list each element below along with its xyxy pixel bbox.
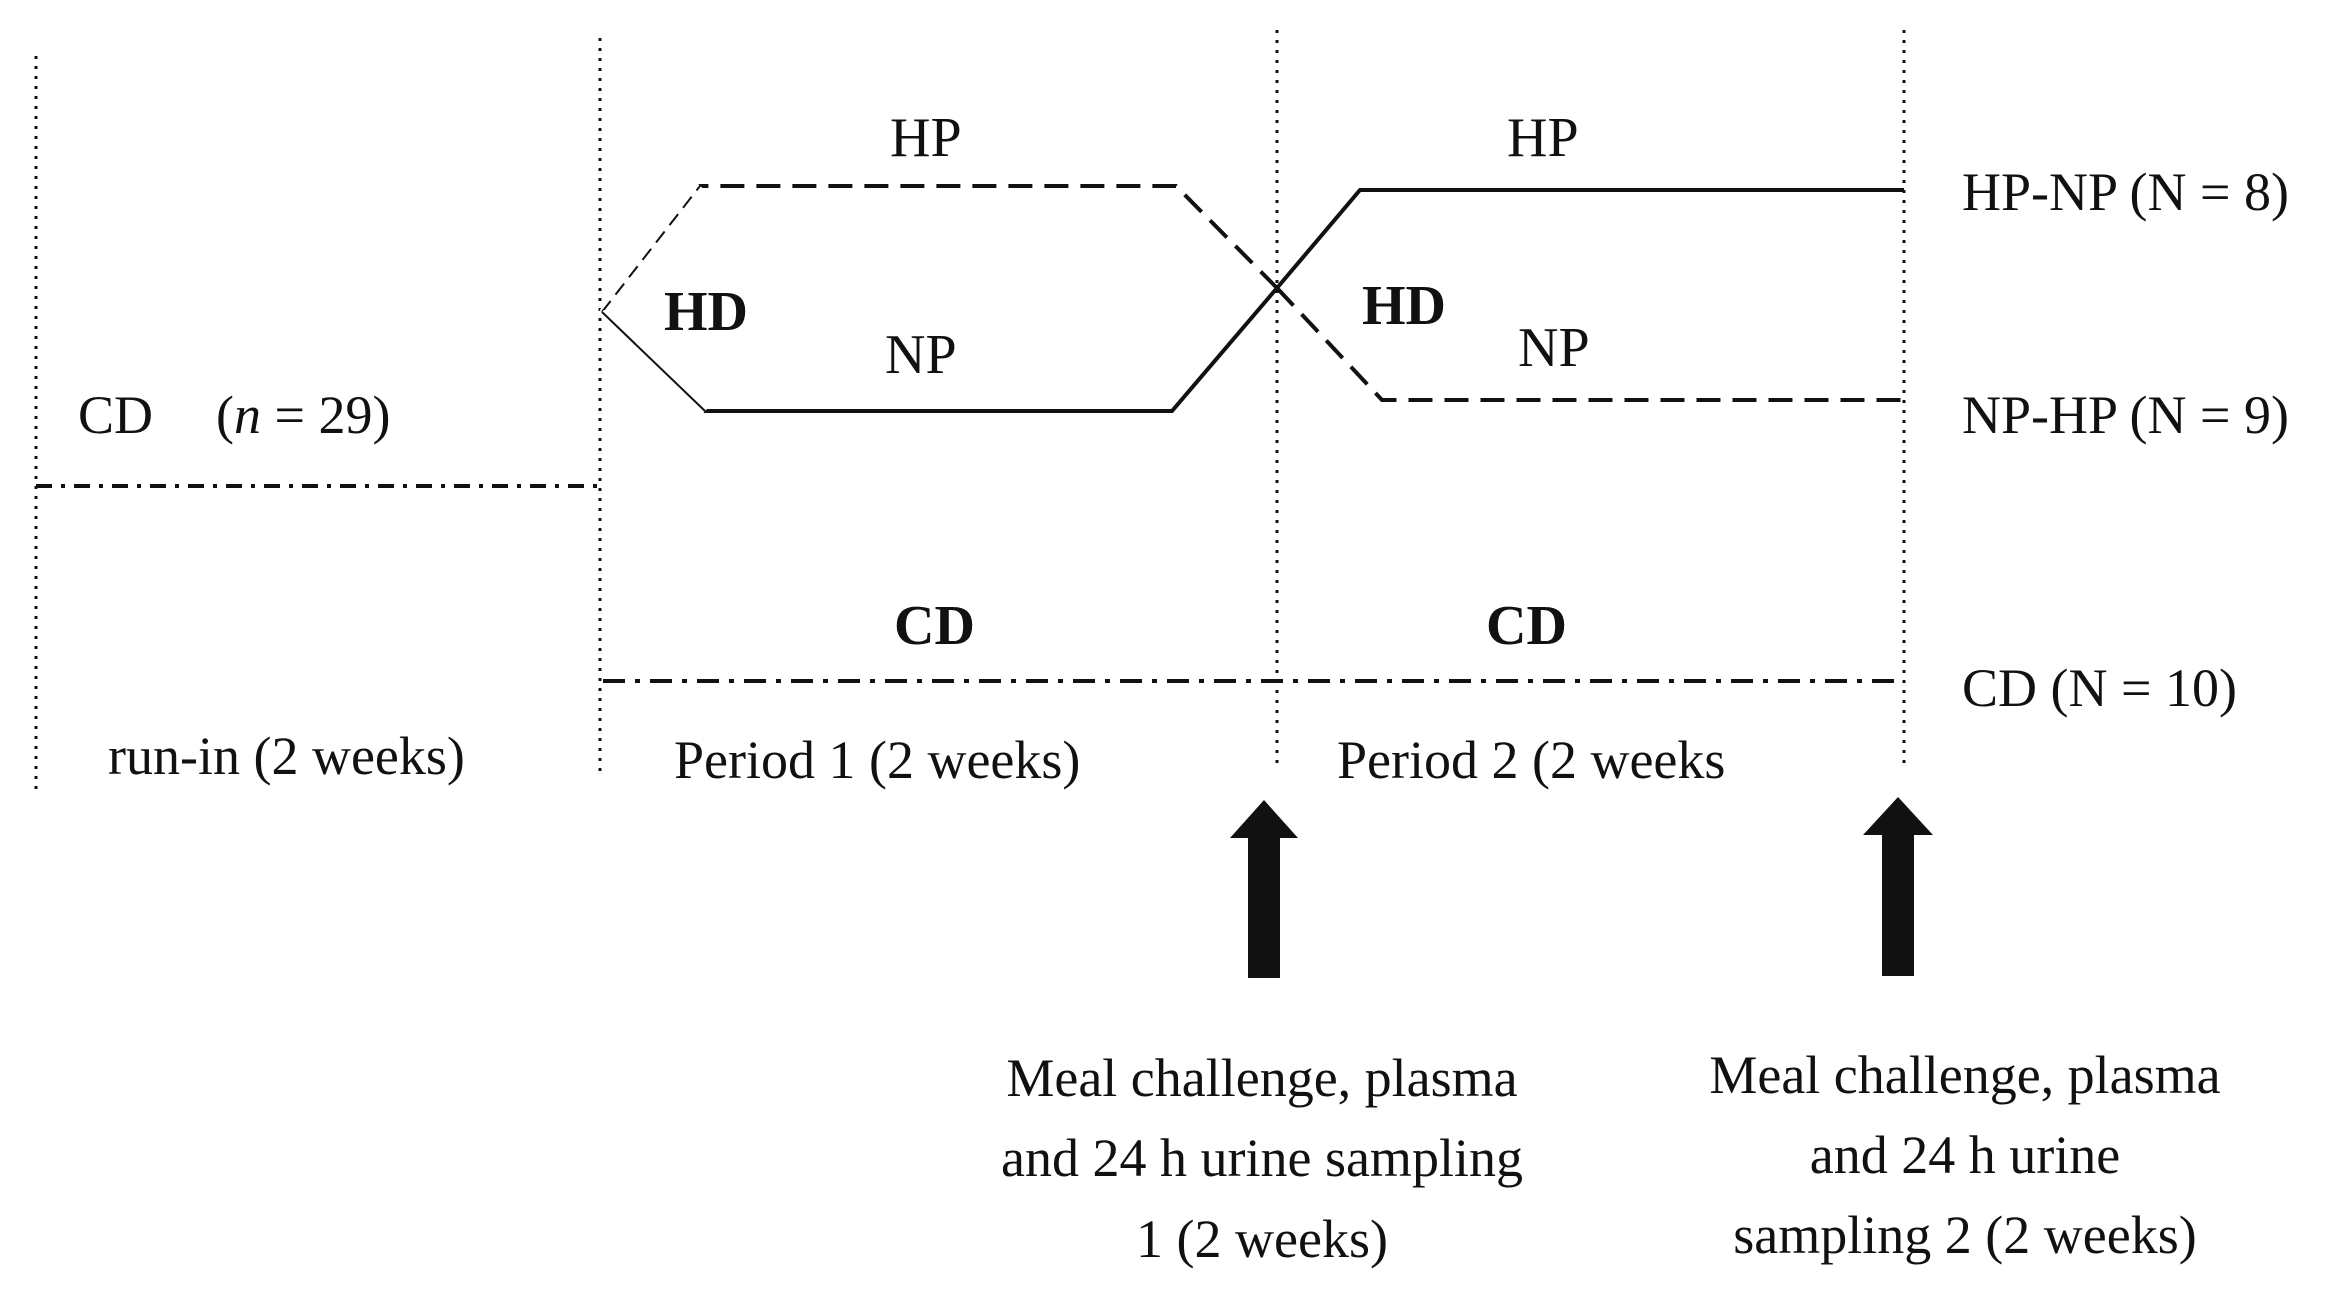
run-in-sample-size: (n = 29) (216, 385, 390, 445)
period2-np-label: NP (1518, 317, 1590, 379)
period2-hp-label: HP (1507, 107, 1579, 169)
period1-cd-label: CD (894, 595, 975, 657)
period1-hd-label: HD (664, 281, 748, 343)
run-in-group-label: CD (78, 385, 153, 445)
period2-period-label: Period 2 (2 weeks (1337, 730, 1725, 790)
up-arrow-icon (1863, 797, 1933, 976)
sampling2-line3: sampling 2 (2 weeks) (1733, 1205, 2196, 1265)
sampling2-line2: and 24 h urine (1810, 1125, 2120, 1185)
sampling1-line1: Meal challenge, plasma (1006, 1048, 1517, 1108)
run-in-period-label: run-in (2 weeks) (108, 726, 465, 786)
outcome-hp-np: HP-NP (N = 8) (1962, 162, 2289, 222)
period2-cd-label: CD (1486, 595, 1567, 657)
outcome-np-hp: NP-HP (N = 9) (1962, 385, 2289, 445)
period1-period-label: Period 1 (2 weeks) (674, 730, 1080, 790)
period1-hp-branch-thin-dash (601, 185, 701, 313)
sampling1-line2: and 24 h urine sampling (1001, 1128, 1523, 1188)
sampling1-line3: 1 (2 weeks) (1136, 1209, 1388, 1269)
outcome-cd: CD (N = 10) (1962, 658, 2237, 718)
period1-np-label: NP (885, 324, 957, 386)
up-arrow-icon (1230, 800, 1298, 978)
phase-dividers (34, 30, 1906, 790)
period1-hp-label: HP (890, 107, 962, 169)
period2-np-branch (1275, 286, 1904, 402)
period2-hp-branch (1275, 188, 1904, 290)
period1-np-branch-thin-solid (601, 311, 706, 412)
sampling2-line1: Meal challenge, plasma (1709, 1045, 2220, 1105)
period2-hd-label: HD (1362, 275, 1446, 337)
